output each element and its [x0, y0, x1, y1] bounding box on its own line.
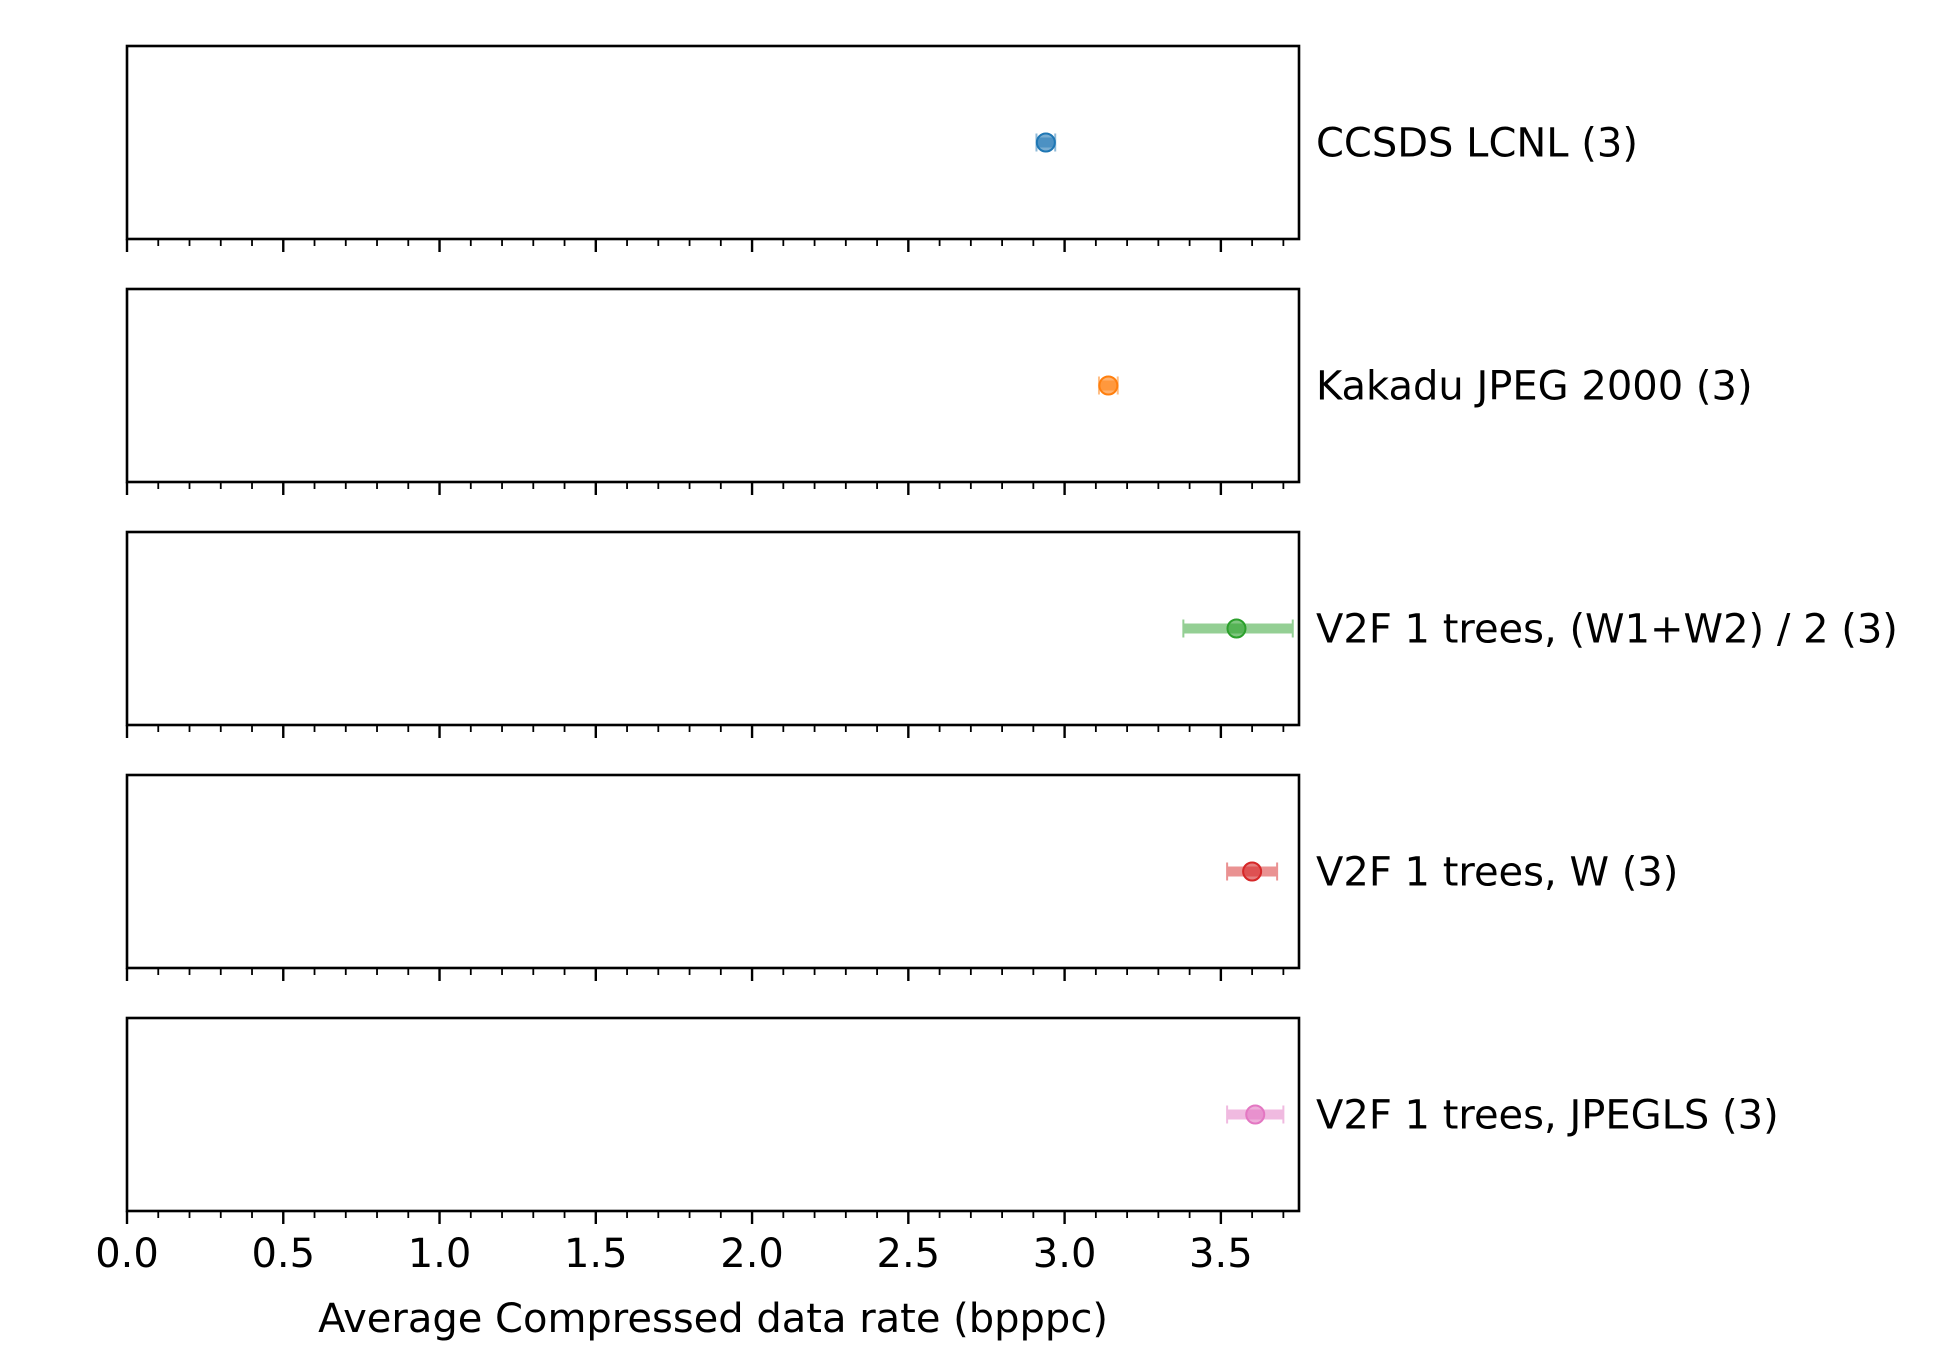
x-tick-label: 0.5 [251, 1231, 315, 1277]
panel-frame [125, 530, 1301, 727]
x-axis-label: Average Compressed data rate (bpppc) [318, 1296, 1108, 1342]
data-point [1242, 861, 1263, 882]
panel-frame [125, 44, 1301, 241]
panel-frame [125, 1016, 1301, 1213]
panel: CCSDS LCNL (3) [125, 44, 1638, 252]
x-tick-labels: 0.0 0.5 1.0 1.5 2.0 2.5 3.0 3.5 [95, 1231, 1252, 1277]
panel-label: V2F 1 trees, W (3) [1316, 850, 1678, 896]
panel-label: V2F 1 trees, JPEGLS (3) [1316, 1093, 1779, 1139]
panel-label: V2F 1 trees, (W1+W2) / 2 (3) [1316, 607, 1898, 653]
x-tick-label: 1.5 [564, 1231, 628, 1277]
panel: V2F 1 trees, JPEGLS (3) [125, 1016, 1779, 1224]
panel-label: Kakadu JPEG 2000 (3) [1316, 364, 1753, 410]
panels: CCSDS LCNL (3) Kakadu JPEG 2000 (3) V2F 1 … [125, 44, 1898, 1224]
data-point [1098, 375, 1119, 396]
x-tick-label: 0.0 [95, 1231, 159, 1277]
x-tick-label: 3.0 [1033, 1231, 1097, 1277]
x-tick-label: 2.0 [720, 1231, 784, 1277]
x-tick-label: 3.5 [1189, 1231, 1253, 1277]
x-tick-label: 1.0 [408, 1231, 472, 1277]
panel: V2F 1 trees, W (3) [125, 773, 1678, 981]
data-point [1245, 1104, 1266, 1125]
x-tick-label: 2.5 [877, 1231, 941, 1277]
panel-frame [125, 773, 1301, 970]
panel-frame [125, 287, 1301, 484]
panel: V2F 1 trees, (W1+W2) / 2 (3) [125, 530, 1898, 738]
data-point [1035, 132, 1056, 153]
panel: Kakadu JPEG 2000 (3) [125, 287, 1753, 495]
panel-label: CCSDS LCNL (3) [1316, 121, 1638, 167]
data-point [1226, 618, 1247, 639]
